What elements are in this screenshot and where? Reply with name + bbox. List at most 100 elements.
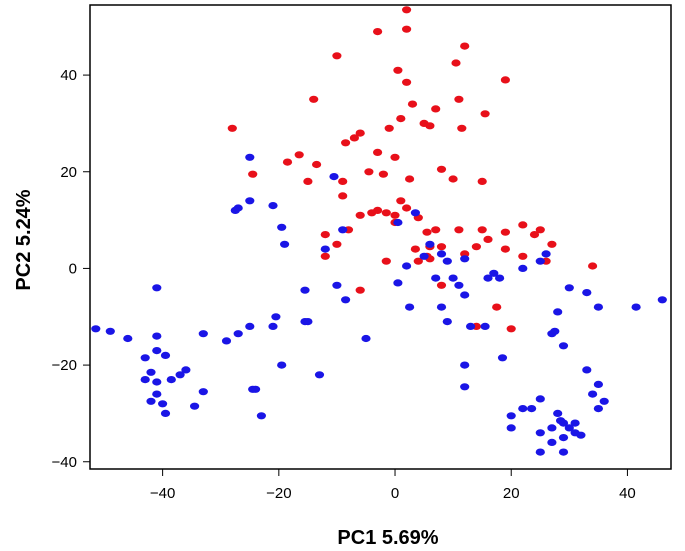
data-point [518,252,528,260]
y-tick-label: 0 [69,260,77,277]
data-point [152,378,162,386]
data-point [483,235,493,243]
data-point [582,289,592,297]
data-point [280,240,290,248]
data-point [402,204,412,212]
data-point [230,206,240,214]
data-point [233,330,243,338]
data-point [282,158,293,166]
data-point [245,153,255,161]
x-tick-label: 40 [619,485,636,502]
data-point [166,376,176,384]
data-point [396,197,406,205]
data-point [349,134,359,142]
data-point [431,274,441,282]
x-tick-label: 20 [503,485,520,502]
data-point [480,110,490,118]
data-point [495,274,505,282]
data-point [460,383,470,391]
data-point [294,151,304,159]
data-point [303,318,313,326]
data-point [338,226,348,234]
data-point [541,250,551,258]
data-point [248,170,258,178]
data-point [558,448,569,456]
data-point [221,337,232,345]
data-point [268,202,278,210]
data-point [407,100,418,108]
data-point [518,221,528,229]
data-point [381,257,391,265]
data-point [152,332,162,340]
y-tick-label: 20 [60,164,77,181]
data-point [381,209,391,217]
data-point [518,405,528,413]
data-point [500,228,510,236]
data-point [558,434,569,442]
data-point [558,342,569,350]
data-point [535,429,545,437]
data-point [477,226,487,234]
data-point [140,376,150,384]
data-point [436,243,447,251]
x-axis-title: PC1 5.69% [337,527,438,549]
data-point [158,400,168,408]
data-point [535,395,545,403]
data-point [413,257,423,265]
data-point [518,264,528,272]
data-point [471,243,481,251]
data-point [547,240,557,248]
data-point [436,250,447,258]
data-point [436,281,447,289]
data-point [492,303,502,311]
data-point [588,390,598,398]
data-point [338,192,348,200]
data-point [105,327,115,335]
data-point [402,25,412,33]
data-point [300,286,310,294]
data-point [547,438,557,446]
data-point [460,361,470,369]
data-point [631,303,641,311]
data-point [431,226,441,234]
data-point [593,380,604,388]
data-point [341,139,351,147]
y-tick-label: 40 [60,67,77,84]
data-point [657,296,667,304]
data-point [477,177,487,185]
data-point [256,412,266,420]
data-point [402,262,412,270]
data-point [460,42,470,50]
data-point [448,175,458,183]
data-point [588,262,598,270]
data-point [378,170,388,178]
data-point [198,330,208,338]
data-point [593,405,604,413]
data-point [245,322,255,330]
data-point [564,424,574,432]
data-point [506,325,516,333]
data-point [277,361,287,369]
y-tick-label: −40 [52,454,77,471]
data-point [599,397,609,405]
data-point [410,209,420,217]
plot-frame [89,4,672,470]
data-point [175,371,185,379]
data-point [451,59,461,67]
data-point [558,419,569,427]
data-point [550,327,560,335]
data-point [390,211,400,219]
data-point [425,122,435,130]
data-point [442,318,452,326]
data-point [181,366,191,374]
data-point [506,412,516,420]
data-point [460,291,470,299]
y-tick-label: −20 [52,357,77,374]
data-point [384,124,394,132]
data-point [422,228,432,236]
data-point [547,424,557,432]
data-point [312,160,322,169]
data-point [361,334,371,343]
data-point [271,313,281,321]
